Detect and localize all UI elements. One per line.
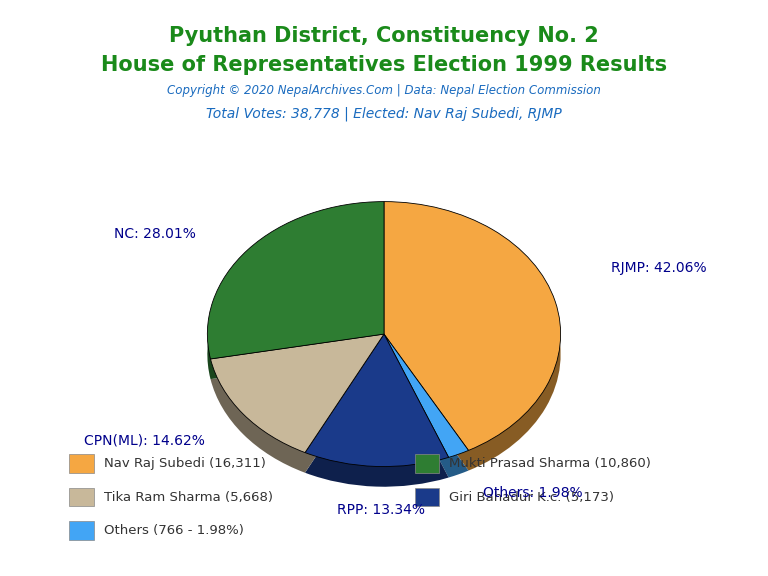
Text: RPP: 13.34%: RPP: 13.34% bbox=[337, 503, 425, 517]
Text: Pyuthan District, Constituency No. 2: Pyuthan District, Constituency No. 2 bbox=[169, 26, 599, 46]
Wedge shape bbox=[207, 202, 384, 359]
Wedge shape bbox=[207, 222, 384, 379]
Text: Tika Ram Sharma (5,668): Tika Ram Sharma (5,668) bbox=[104, 491, 273, 503]
Text: Others: 1.98%: Others: 1.98% bbox=[483, 486, 583, 501]
Bar bbox=[69, 488, 94, 506]
Text: Copyright © 2020 NepalArchives.Com | Data: Nepal Election Commission: Copyright © 2020 NepalArchives.Com | Dat… bbox=[167, 84, 601, 97]
Text: Giri Bahadur K.c. (5,173): Giri Bahadur K.c. (5,173) bbox=[449, 491, 614, 503]
Text: Total Votes: 38,778 | Elected: Nav Raj Subedi, RJMP: Total Votes: 38,778 | Elected: Nav Raj S… bbox=[206, 107, 562, 121]
Wedge shape bbox=[384, 222, 561, 471]
Text: Mukti Prasad Sharma (10,860): Mukti Prasad Sharma (10,860) bbox=[449, 457, 651, 470]
Wedge shape bbox=[384, 334, 468, 457]
Text: House of Representatives Election 1999 Results: House of Representatives Election 1999 R… bbox=[101, 55, 667, 75]
Wedge shape bbox=[305, 354, 449, 487]
Text: RJMP: 42.06%: RJMP: 42.06% bbox=[611, 261, 707, 275]
Text: Nav Raj Subedi (16,311): Nav Raj Subedi (16,311) bbox=[104, 457, 266, 470]
Bar bbox=[69, 521, 94, 540]
Wedge shape bbox=[384, 354, 468, 478]
Text: CPN(ML): 14.62%: CPN(ML): 14.62% bbox=[84, 433, 205, 447]
Wedge shape bbox=[384, 202, 561, 450]
Text: NC: 28.01%: NC: 28.01% bbox=[114, 226, 196, 241]
Wedge shape bbox=[210, 334, 384, 453]
Wedge shape bbox=[210, 354, 384, 473]
Bar bbox=[415, 454, 439, 473]
Wedge shape bbox=[305, 334, 449, 467]
Bar bbox=[69, 454, 94, 473]
Bar bbox=[415, 488, 439, 506]
Text: Others (766 - 1.98%): Others (766 - 1.98%) bbox=[104, 524, 243, 537]
